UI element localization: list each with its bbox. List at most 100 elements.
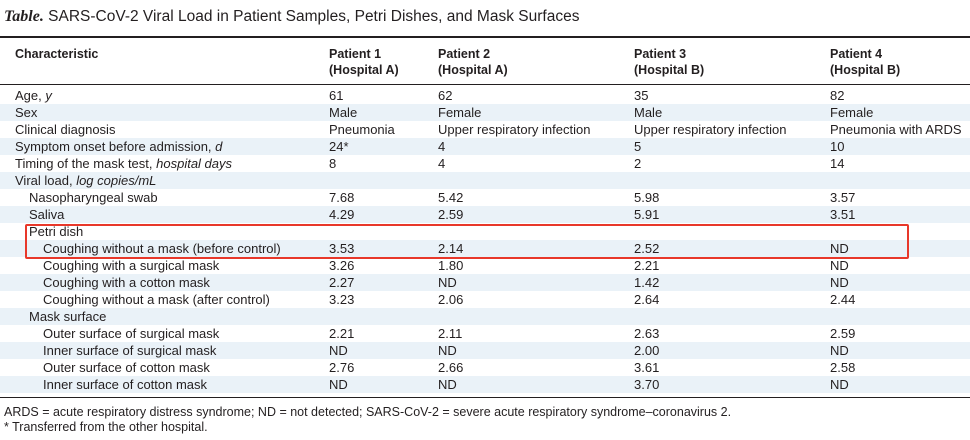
- cell-patient-4: ND: [830, 343, 849, 358]
- cell-patient-2: Upper respiratory infection: [438, 122, 591, 137]
- row-label-text: Viral load,: [15, 173, 77, 188]
- row-label: Inner surface of cotton mask: [43, 376, 207, 393]
- cell-patient-4: 10: [830, 139, 845, 154]
- header-patient-4-hospital: (Hospital B): [830, 63, 901, 77]
- row-label: Timing of the mask test, hospital days: [15, 155, 232, 172]
- row-label: Clinical diagnosis: [15, 121, 115, 138]
- header-patient-3-hospital: (Hospital B): [634, 63, 705, 77]
- cell-patient-1: Pneumonia: [329, 122, 395, 137]
- table-row: Timing of the mask test, hospital days 8 4…: [0, 155, 970, 172]
- row-label-text: Coughing with a surgical mask: [43, 258, 220, 273]
- header-patient-2-name: Patient 2: [438, 47, 491, 61]
- row-label: Outer surface of cotton mask: [43, 359, 210, 376]
- cell-patient-1: 3.26: [329, 258, 355, 273]
- row-label-text: Timing of the mask test,: [15, 156, 157, 171]
- cell-patient-4: ND: [830, 258, 849, 273]
- cell-patient-1: 2.21: [329, 326, 355, 341]
- cell-patient-3: 5.91: [634, 207, 660, 222]
- header-patient-3: Patient 3 (Hospital B): [634, 46, 704, 78]
- cell-patient-2: Female: [438, 105, 482, 120]
- cell-patient-3: 2.52: [634, 241, 660, 256]
- row-label: Age, y: [15, 87, 52, 104]
- cell-patient-2: 4: [438, 139, 446, 154]
- cell-patient-1: 2.27: [329, 275, 355, 290]
- row-label-unit: log copies/mL: [76, 173, 157, 188]
- header-patient-2: Patient 2 (Hospital A): [438, 46, 508, 78]
- cell-patient-3: 2.21: [634, 258, 660, 273]
- cell-patient-1: 7.68: [329, 190, 355, 205]
- table-row: Coughing without a mask (after control) 3…: [0, 291, 970, 308]
- row-label: Nasopharyngeal swab: [29, 189, 158, 206]
- table-row: Symptom onset before admission, d 24* 4 5 10: [0, 138, 970, 155]
- table-row: Coughing with a cotton mask 2.27 ND 1.42 ND: [0, 274, 970, 291]
- highlight-box: [25, 224, 909, 259]
- footnote-asterisk: * Transferred from the other hospital.: [4, 420, 208, 434]
- row-label: Symptom onset before admission, d: [15, 138, 222, 155]
- cell-patient-2: ND: [438, 275, 457, 290]
- row-label-text: Mask surface: [29, 309, 107, 324]
- row-label-text: Symptom onset before admission,: [15, 139, 216, 154]
- cell-patient-4: 3.57: [830, 190, 856, 205]
- cell-patient-3: Upper respiratory infection: [634, 122, 787, 137]
- top-rule: [0, 36, 970, 38]
- row-label-text: Inner surface of surgical mask: [43, 343, 217, 358]
- cell-patient-1: 8: [329, 156, 337, 171]
- table-row: Outer surface of surgical mask 2.21 2.11 2.…: [0, 325, 970, 342]
- cell-patient-2: 2.06: [438, 292, 464, 307]
- cell-patient-2: 1.80: [438, 258, 464, 273]
- cell-patient-4: 2.58: [830, 360, 856, 375]
- cell-patient-1: 2.76: [329, 360, 355, 375]
- cell-patient-4: ND: [830, 275, 849, 290]
- row-label: Coughing with a cotton mask: [43, 274, 210, 291]
- table-label: Table.: [4, 8, 44, 25]
- row-label-text: Petri dish: [29, 224, 84, 239]
- row-label: Coughing with a surgical mask: [43, 257, 219, 274]
- cell-patient-1: Male: [329, 105, 358, 120]
- table-row: Inner surface of cotton mask ND ND 3.70 ND: [0, 376, 970, 393]
- cell-patient-1: 3.23: [329, 292, 355, 307]
- table-row: Sex Male Female Male Female: [0, 104, 970, 121]
- header-patient-1: Patient 1 (Hospital A): [329, 46, 399, 78]
- header-patient-4: Patient 4 (Hospital B): [830, 46, 900, 78]
- row-label: Sex: [15, 104, 37, 121]
- row-label-text: Coughing without a mask (after control): [43, 292, 270, 307]
- table-row: Petri dish: [0, 223, 970, 240]
- header-patient-1-name: Patient 1: [329, 47, 382, 61]
- cell-patient-3: Male: [634, 105, 663, 120]
- table-row: Nasopharyngeal swab 7.68 5.42 5.98 3.57: [0, 189, 970, 206]
- table-row: Coughing without a mask (before control)…: [0, 240, 970, 257]
- row-label: Petri dish: [29, 223, 83, 240]
- row-label-unit: d: [215, 139, 223, 154]
- cell-patient-2: ND: [438, 343, 457, 358]
- row-label-text: Inner surface of cotton mask: [43, 377, 208, 392]
- header-patient-4-name: Patient 4: [830, 47, 883, 61]
- cell-patient-3: 5: [634, 139, 642, 154]
- row-label-text: Sex: [15, 105, 38, 120]
- cell-patient-3: 3.70: [634, 377, 660, 392]
- row-label-text: Coughing with a cotton mask: [43, 275, 210, 290]
- table-row: Clinical diagnosis Pneumonia Upper respira…: [0, 121, 970, 138]
- row-label-text: Clinical diagnosis: [15, 122, 116, 137]
- row-label: Viral load, log copies/mL: [15, 172, 156, 189]
- row-label-text: Outer surface of cotton mask: [43, 360, 210, 375]
- row-label-text: Age,: [15, 88, 46, 103]
- header-characteristic: Characteristic: [15, 47, 99, 61]
- header-rule: [0, 84, 970, 85]
- row-label-text: Nasopharyngeal swab: [29, 190, 158, 205]
- cell-patient-3: 2.63: [634, 326, 660, 341]
- cell-patient-4: ND: [830, 241, 849, 256]
- cell-patient-2: 5.42: [438, 190, 464, 205]
- cell-patient-2: 62: [438, 88, 453, 103]
- row-label: Coughing without a mask (before control): [43, 240, 281, 257]
- cell-patient-1: ND: [329, 343, 348, 358]
- cell-patient-3: 5.98: [634, 190, 660, 205]
- cell-patient-4: 82: [830, 88, 845, 103]
- cell-patient-1: 61: [329, 88, 344, 103]
- table-row: Inner surface of surgical mask ND ND 2.00 ND: [0, 342, 970, 359]
- row-label-text: Saliva: [29, 207, 65, 222]
- cell-patient-2: 4: [438, 156, 446, 171]
- cell-patient-4: 14: [830, 156, 845, 171]
- table-row: Viral load, log copies/mL: [0, 172, 970, 189]
- bottom-rule: [0, 397, 970, 398]
- cell-patient-3: 3.61: [634, 360, 660, 375]
